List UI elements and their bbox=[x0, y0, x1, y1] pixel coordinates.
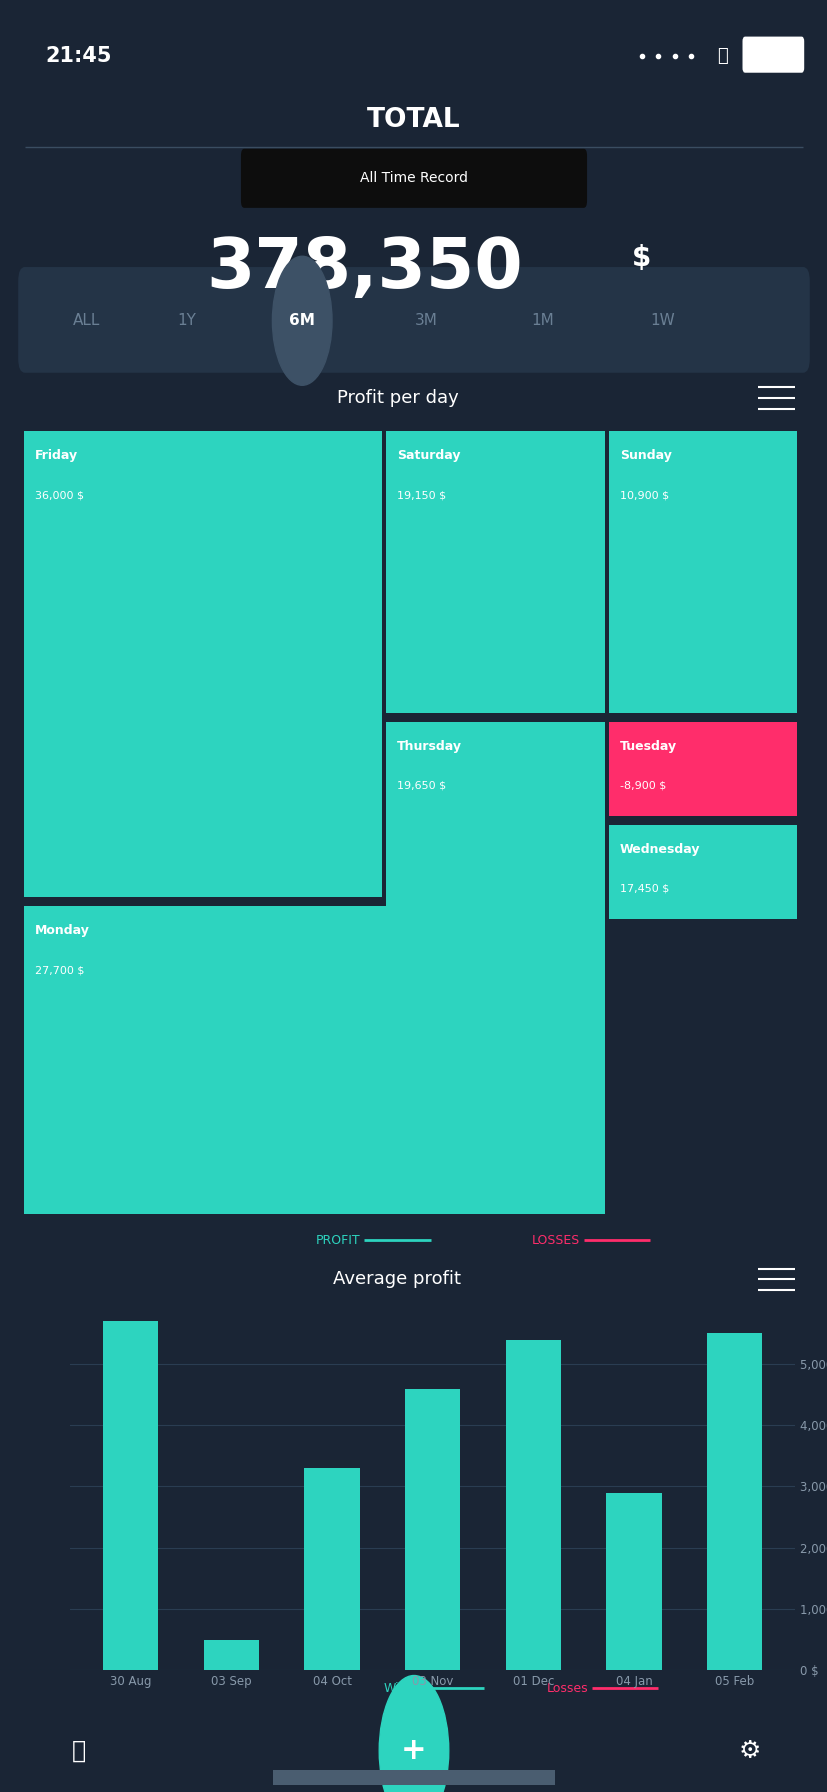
Bar bbox=[103, 1321, 158, 1670]
FancyBboxPatch shape bbox=[18, 267, 809, 373]
Text: 17,450 $: 17,450 $ bbox=[619, 883, 668, 894]
Text: 19,150 $: 19,150 $ bbox=[397, 491, 446, 500]
Text: 1W: 1W bbox=[649, 314, 674, 328]
Text: 21:45: 21:45 bbox=[45, 45, 112, 66]
Bar bbox=[203, 1640, 259, 1670]
Text: 378,350: 378,350 bbox=[206, 235, 522, 303]
Text: Profit per day: Profit per day bbox=[336, 389, 458, 407]
Text: 1M: 1M bbox=[530, 314, 553, 328]
Bar bbox=[273, 1770, 554, 1785]
Text: Saturday: Saturday bbox=[397, 450, 460, 462]
Text: ⚙: ⚙ bbox=[737, 1738, 760, 1763]
Bar bbox=[609, 432, 796, 713]
Text: 1Y: 1Y bbox=[177, 314, 195, 328]
Text: ALL: ALL bbox=[73, 314, 101, 328]
Bar bbox=[605, 1493, 661, 1670]
Text: -8,900 $: -8,900 $ bbox=[619, 781, 666, 790]
Bar bbox=[505, 1339, 560, 1670]
Text: LOSSES: LOSSES bbox=[531, 1233, 579, 1247]
FancyBboxPatch shape bbox=[241, 149, 586, 208]
Text: 19,650 $: 19,650 $ bbox=[397, 781, 446, 790]
Text: Tuesday: Tuesday bbox=[619, 740, 676, 753]
Text: All Time Record: All Time Record bbox=[360, 172, 467, 185]
Bar bbox=[304, 1468, 359, 1670]
Bar bbox=[609, 722, 796, 815]
Text: ⛉: ⛉ bbox=[71, 1738, 86, 1763]
Text: Average profit: Average profit bbox=[333, 1271, 461, 1288]
Bar bbox=[25, 430, 382, 898]
Text: 6M: 6M bbox=[289, 314, 315, 328]
Bar bbox=[25, 907, 605, 1215]
Text: ⌒: ⌒ bbox=[716, 47, 726, 65]
Circle shape bbox=[379, 1676, 448, 1792]
Bar bbox=[609, 824, 796, 919]
Bar bbox=[386, 722, 605, 919]
Text: Losses: Losses bbox=[546, 1681, 587, 1695]
Text: Wins: Wins bbox=[384, 1681, 414, 1695]
Bar bbox=[0, 1710, 827, 1792]
Text: +: + bbox=[401, 1736, 426, 1765]
Bar bbox=[706, 1333, 762, 1670]
Text: 36,000 $: 36,000 $ bbox=[35, 489, 84, 500]
Text: $: $ bbox=[631, 244, 651, 272]
Text: Monday: Monday bbox=[35, 925, 90, 937]
Text: Thursday: Thursday bbox=[397, 740, 461, 753]
Bar bbox=[386, 432, 605, 713]
Text: 3M: 3M bbox=[414, 314, 437, 328]
Text: Sunday: Sunday bbox=[619, 450, 671, 462]
Text: Friday: Friday bbox=[35, 448, 79, 462]
Circle shape bbox=[272, 256, 332, 385]
Text: 10,900 $: 10,900 $ bbox=[619, 491, 668, 500]
Text: 27,700 $: 27,700 $ bbox=[35, 966, 84, 975]
Text: PROFIT: PROFIT bbox=[315, 1233, 360, 1247]
Text: TOTAL: TOTAL bbox=[366, 108, 461, 133]
Bar bbox=[404, 1389, 460, 1670]
Text: Wednesday: Wednesday bbox=[619, 842, 700, 855]
FancyBboxPatch shape bbox=[743, 38, 802, 72]
